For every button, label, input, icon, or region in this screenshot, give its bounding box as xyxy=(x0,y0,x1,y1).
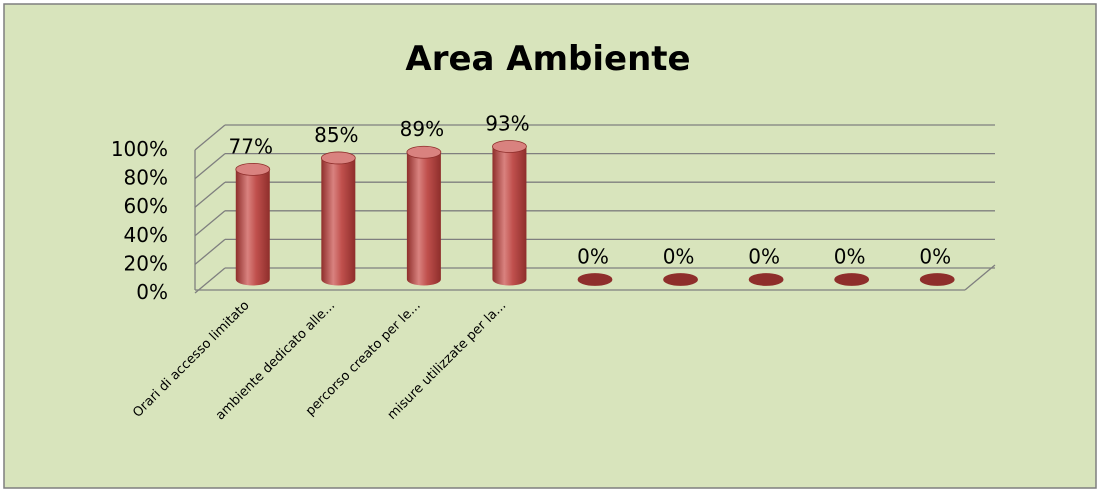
bar xyxy=(748,273,784,286)
side-gridline xyxy=(194,238,226,265)
chart-title: Area Ambiente xyxy=(405,39,690,79)
y-tick-label: 80% xyxy=(124,166,168,190)
data-label: 93% xyxy=(485,112,529,136)
bar-body xyxy=(492,146,527,286)
y-tick-label: 40% xyxy=(124,223,168,247)
bar xyxy=(834,273,870,286)
data-labels: 77% 85% 89% 93% 0% 0% 0% 0% 0% xyxy=(229,112,952,269)
y-axis-ticks: 0% 20% 40% 60% 80% 100% xyxy=(111,137,168,304)
bar xyxy=(320,151,356,286)
y-tick-label: 100% xyxy=(111,137,168,161)
bar-top xyxy=(663,273,698,286)
bar xyxy=(492,140,527,286)
bars xyxy=(235,140,955,286)
y-tick-label: 60% xyxy=(124,194,168,218)
bar-body xyxy=(235,169,270,286)
bar xyxy=(577,273,613,286)
bar-top xyxy=(748,273,784,286)
bar-top xyxy=(492,140,527,153)
data-label: 85% xyxy=(314,123,358,147)
bar-top xyxy=(235,162,271,176)
bar xyxy=(663,273,698,286)
side-gridline xyxy=(194,181,226,208)
bar-top xyxy=(320,151,356,165)
y-tick-label: 20% xyxy=(124,251,168,275)
bar-body xyxy=(406,152,441,286)
side-gridline xyxy=(194,267,226,294)
bar xyxy=(406,145,442,286)
bar-body xyxy=(321,157,356,286)
data-label: 89% xyxy=(400,117,444,141)
bar-top xyxy=(577,273,613,286)
side-gridline xyxy=(194,210,226,237)
floor-right-edge xyxy=(964,264,996,291)
data-label: 0% xyxy=(834,245,866,269)
bar xyxy=(919,273,955,286)
side-gridline xyxy=(194,153,226,180)
data-label: 77% xyxy=(229,134,273,158)
chart-background xyxy=(3,3,1097,489)
data-label: 0% xyxy=(663,245,695,269)
y-tick-label: 0% xyxy=(136,280,168,304)
side-gridline xyxy=(194,124,226,151)
data-label: 0% xyxy=(748,245,780,269)
data-label: 0% xyxy=(577,245,609,269)
bar-top xyxy=(406,145,442,159)
bar xyxy=(235,162,271,286)
bar-top xyxy=(919,273,955,286)
bar-top xyxy=(834,273,870,286)
data-label: 0% xyxy=(919,245,951,269)
